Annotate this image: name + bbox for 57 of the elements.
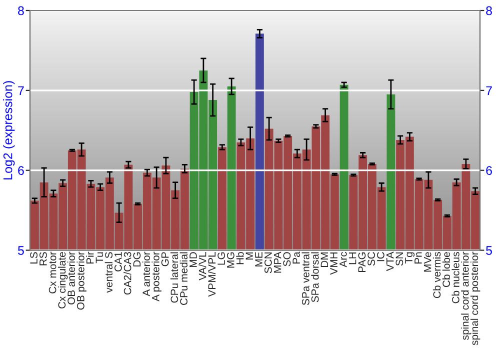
- x-tick-label: SPa dorsal: [311, 252, 319, 302]
- x-tick-label: Hb: [236, 252, 244, 264]
- x-tick-label: Cb lobe: [442, 252, 450, 288]
- x-tick-label: spinal cord posterior: [470, 252, 480, 346]
- x-tick-label: ME: [255, 252, 262, 266]
- x-tick-label: Tu: [96, 252, 104, 264]
- x-tick-label: VTA: [386, 252, 394, 272]
- x-tick-label: Cx cingulate: [58, 252, 68, 308]
- x-tick-label: OB posterior: [76, 252, 86, 310]
- x-tick-label: SO: [283, 252, 291, 266]
- x-tick-label: Arc: [340, 252, 347, 268]
- x-tick-label: CPu lateral: [170, 252, 178, 303]
- y-tick-label: 5: [18, 246, 24, 255]
- x-tick-label: SC: [368, 252, 375, 266]
- x-tick-label: SN: [396, 252, 404, 266]
- x-tick-label: A anterior: [142, 252, 150, 296]
- x-tick-label: Cb nucleus: [452, 252, 460, 304]
- x-tick-label: MG: [226, 252, 234, 268]
- x-tick-label: M: [246, 252, 254, 260]
- x-tick-label: DM: [320, 252, 328, 267]
- x-tick-label: VA/VL: [198, 252, 206, 280]
- x-tick-label: CA1: [114, 252, 122, 272]
- x-tick-label: LS: [30, 252, 38, 264]
- x-tick-label: Pn: [414, 252, 422, 264]
- y-tick-label: 6: [18, 166, 24, 175]
- x-tick-label: SCN: [264, 252, 272, 274]
- x-tick-label: OB anterior: [67, 252, 75, 304]
- x-tick-label: DG: [133, 252, 141, 266]
- y-tick-label: 7: [18, 86, 24, 95]
- x-tick-label: CA2/CA3: [124, 252, 132, 295]
- x-tick-label: ventral S: [104, 252, 112, 293]
- x-tick-label: Pa: [292, 252, 300, 264]
- y2-tick-label: 5: [486, 246, 492, 255]
- x-tick-label: VMH: [330, 252, 338, 275]
- x-tick-label: Cx motor: [48, 252, 56, 294]
- x-tick-label: MVe: [424, 252, 432, 272]
- x-tick-label: spinal cord anterior: [461, 252, 471, 340]
- x-tick-label: MPA: [274, 252, 282, 273]
- x-tick-label: VPM/VPL: [208, 252, 216, 297]
- y2-tick-label: 6: [486, 166, 492, 175]
- x-tick-label: Tg: [405, 252, 415, 264]
- x-tick-label: GP: [161, 252, 169, 266]
- x-tick-label: Pir: [86, 252, 94, 264]
- y-axis-title: Log2 (expression): [3, 81, 15, 180]
- x-tick-label: IC: [376, 252, 384, 262]
- x-tick-label: A posterior: [152, 252, 162, 302]
- x-tick-label: CPu medial: [180, 252, 188, 305]
- x-tick-label: LH: [348, 252, 356, 264]
- x-tick-label: MD: [190, 252, 197, 267]
- y2-tick-label: 7: [486, 86, 492, 95]
- x-tick-label: SPa ventral: [302, 252, 310, 306]
- x-tick-label: Cb vermis: [432, 252, 441, 298]
- y2-tick-label: 8: [486, 6, 492, 16]
- x-tick-label: LG: [218, 252, 225, 265]
- x-tick-label: PAG: [358, 252, 366, 272]
- x-tick-label: RS: [39, 252, 47, 266]
- y-tick-label: 8: [18, 6, 24, 16]
